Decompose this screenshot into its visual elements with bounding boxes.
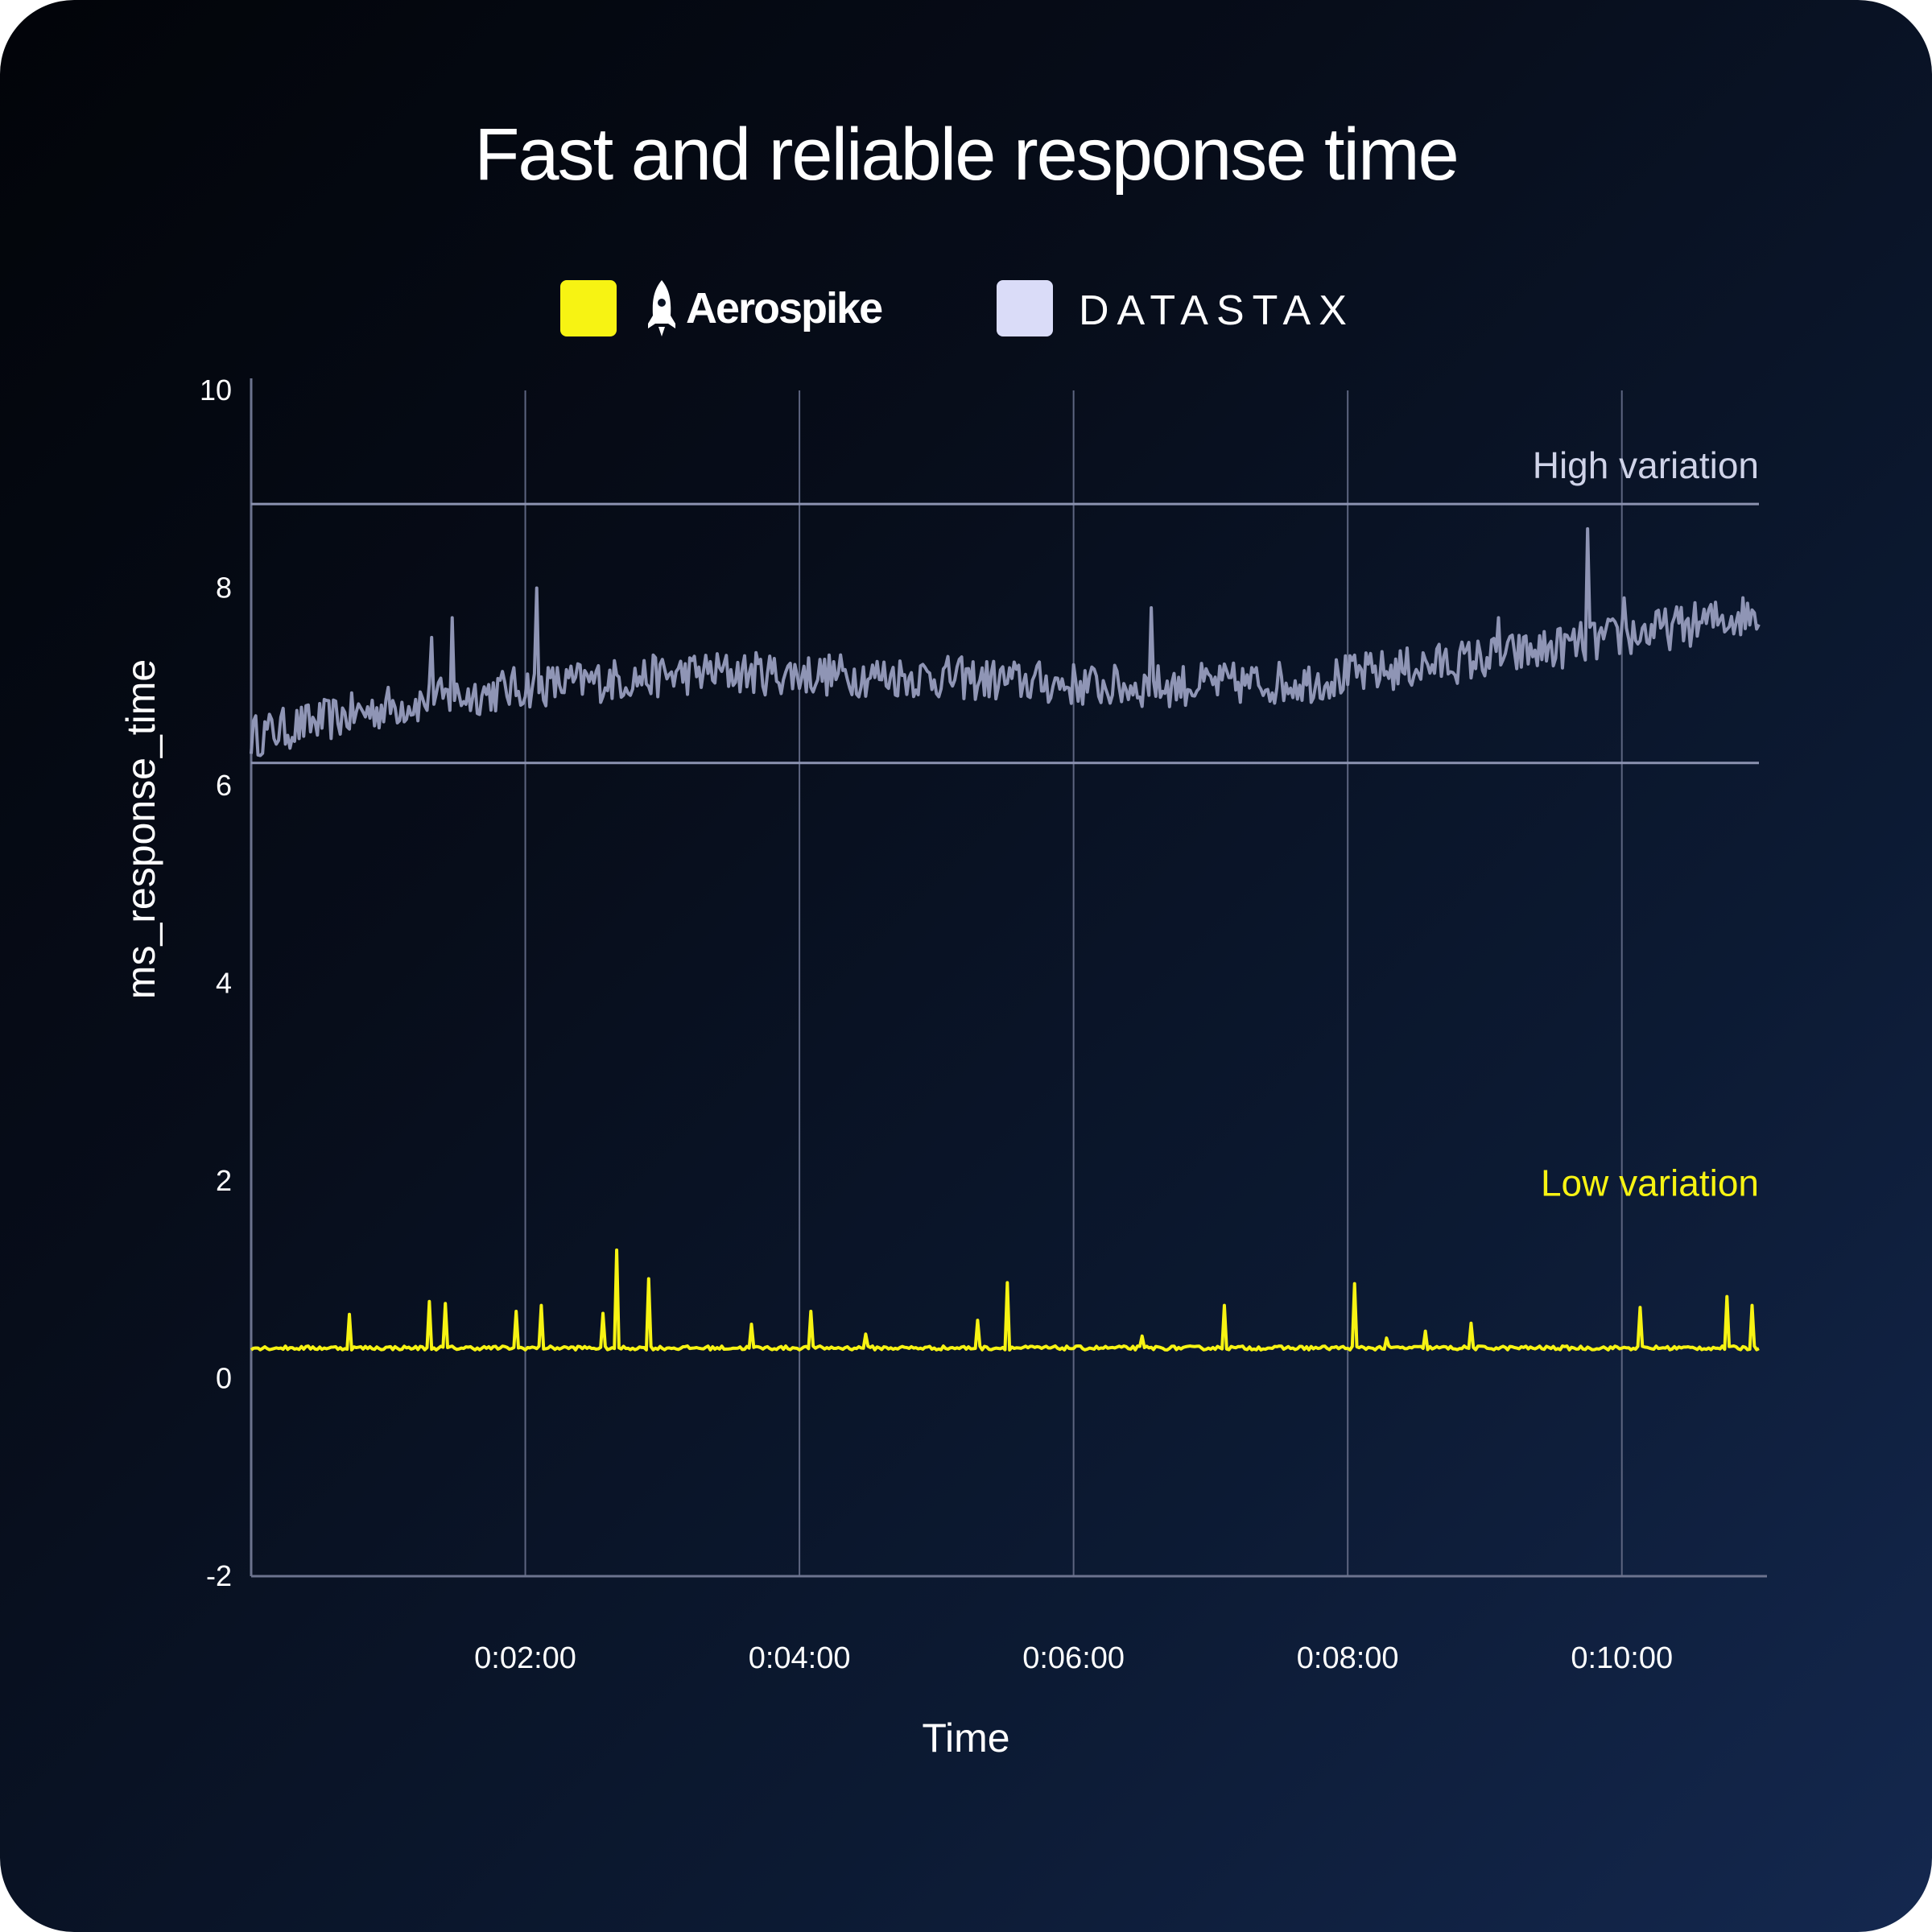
x-axis-title: Time: [922, 1715, 1009, 1761]
legend-label-datastax: DATASTAX: [1079, 287, 1355, 334]
legend-label-aerospike: Aerospike: [686, 284, 883, 332]
x-tick-label: 0:06:00: [1022, 1641, 1125, 1675]
y-tick-label: 8: [216, 572, 232, 605]
legend-swatch-datastax: [997, 280, 1053, 336]
x-tick-label: 0:10:00: [1571, 1641, 1673, 1675]
x-tick-label: 0:02:00: [474, 1641, 576, 1675]
legend-swatch-aerospike: [560, 280, 617, 336]
annotation-high-variation: High variation: [1533, 444, 1759, 486]
chart-title: Fast and reliable response time: [474, 114, 1459, 196]
y-tick-label: 10: [200, 374, 232, 407]
x-tick-label: 0:08:00: [1297, 1641, 1399, 1675]
y-tick-label: 4: [216, 967, 232, 1000]
series-line-aerospike: [250, 1248, 1760, 1352]
y-axis-title: ms_response_time: [118, 659, 163, 999]
x-tick-label: 0:04:00: [749, 1641, 851, 1675]
rocket-icon: [648, 280, 675, 336]
y-tick-label: 2: [216, 1164, 232, 1197]
y-tick-label: 6: [216, 769, 232, 802]
y-tick-label: 0: [216, 1362, 232, 1395]
annotation-low-variation: Low variation: [1541, 1162, 1759, 1203]
series-line-datastax: [250, 526, 1761, 758]
y-tick-label: -2: [206, 1559, 232, 1592]
